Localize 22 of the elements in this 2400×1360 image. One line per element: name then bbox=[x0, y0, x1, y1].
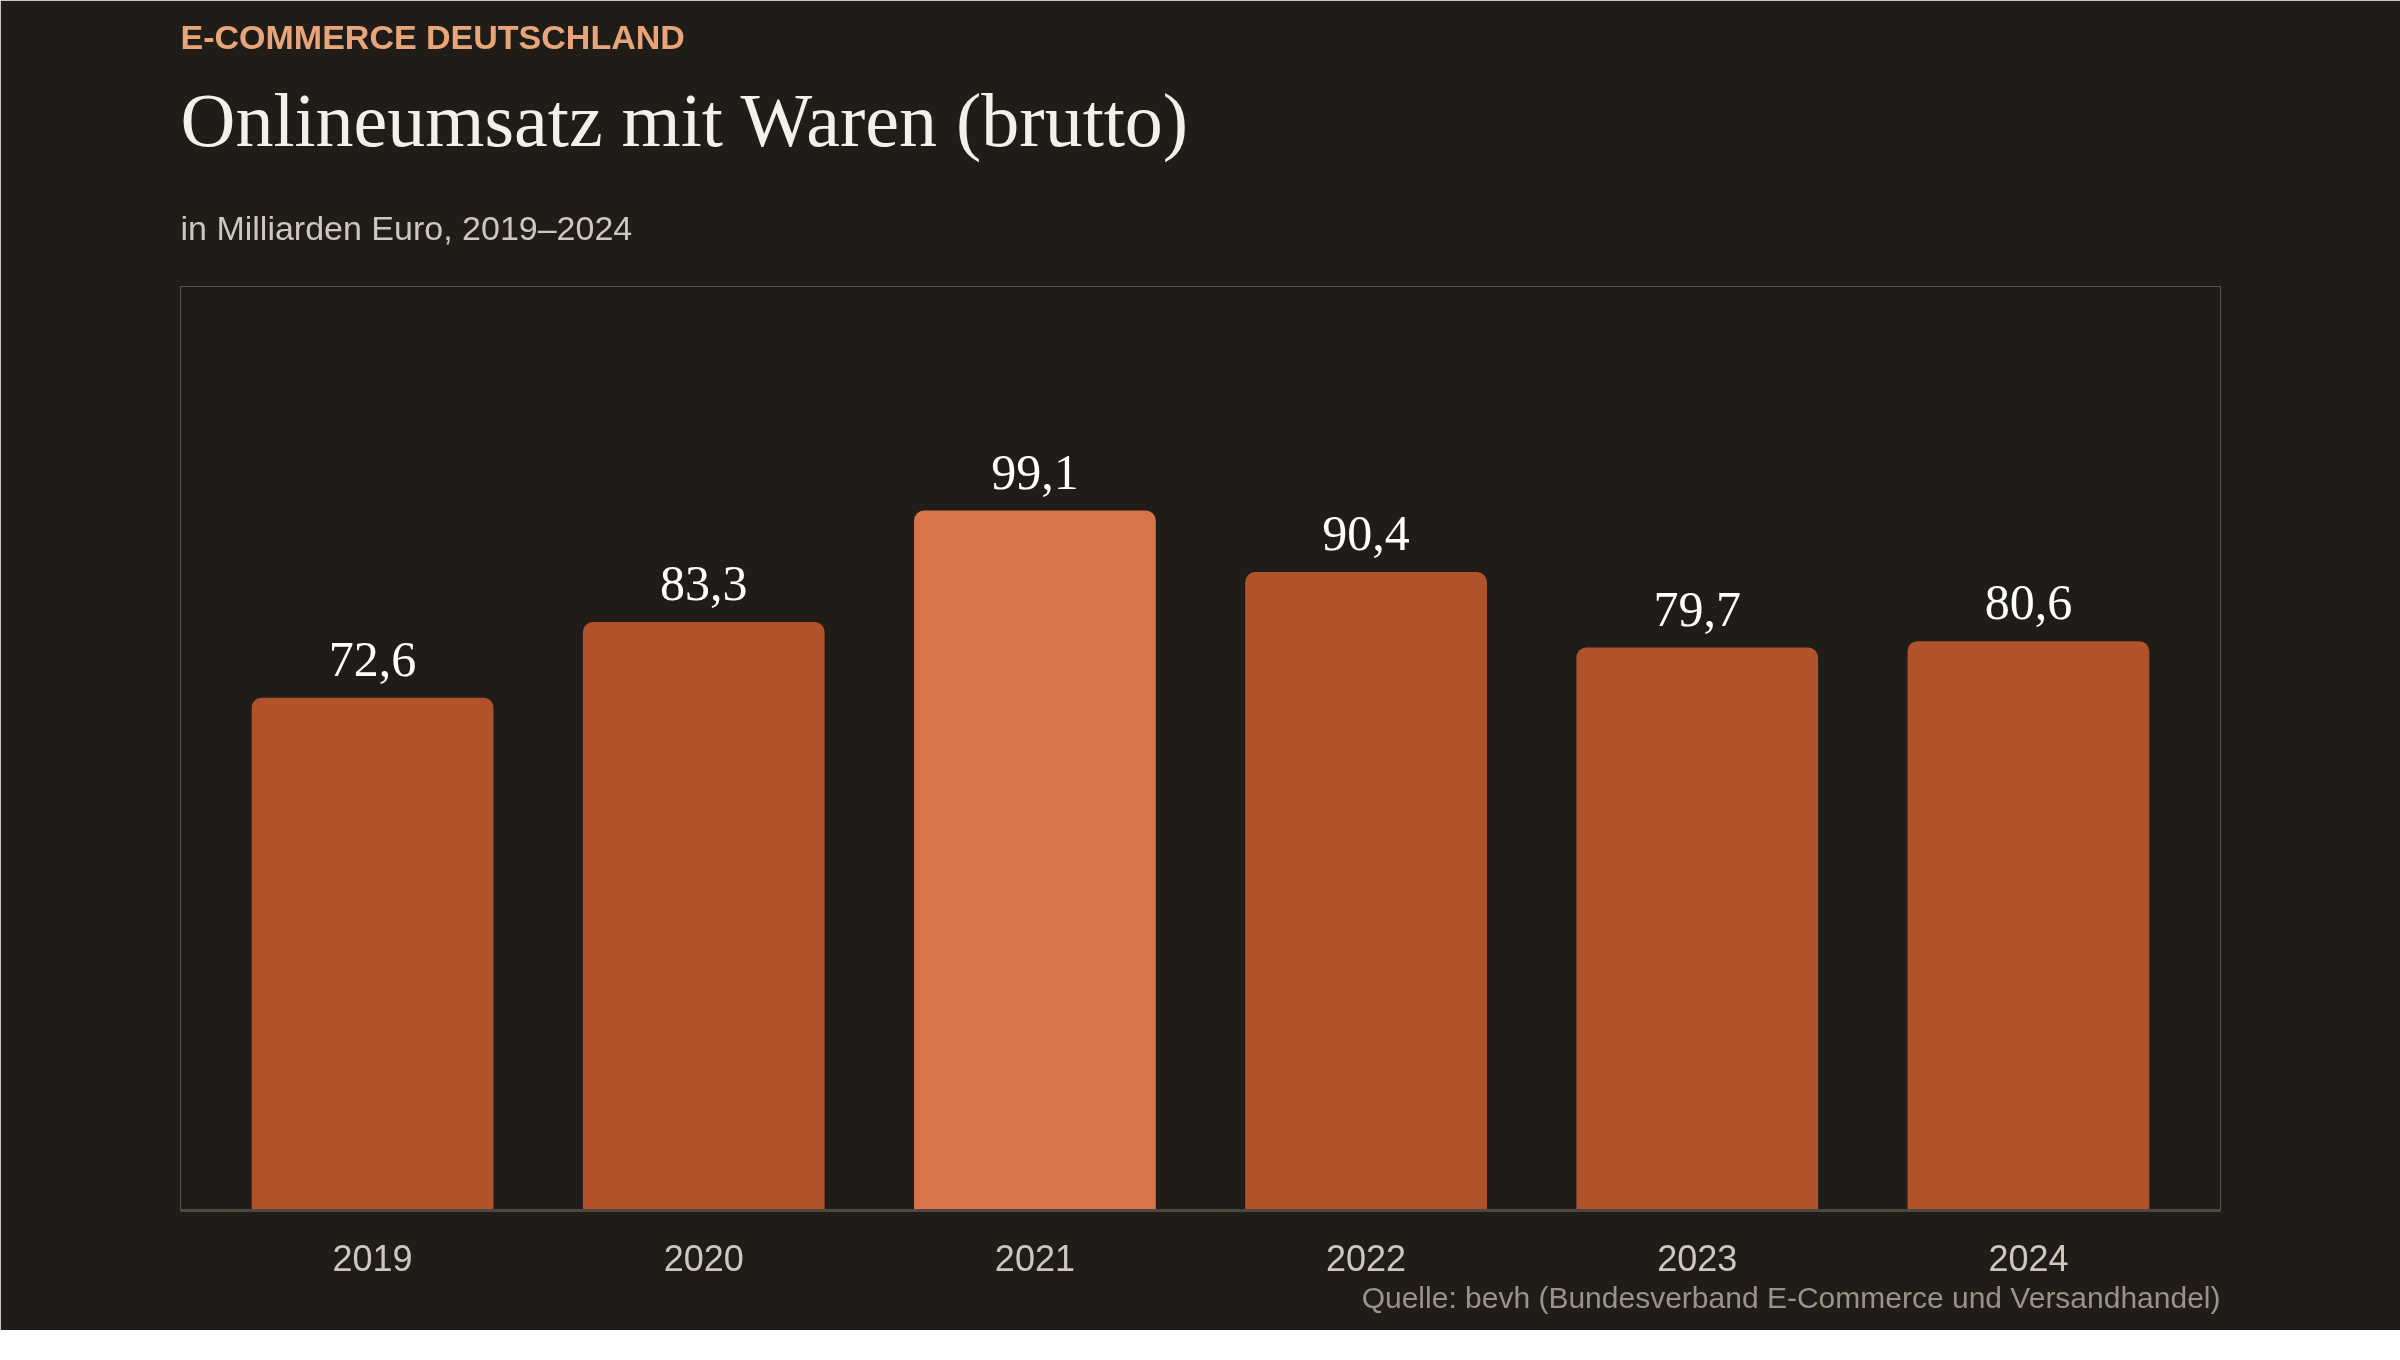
bar bbox=[1907, 641, 2150, 1211]
x-tick-label: 2023 bbox=[1657, 1237, 1738, 1279]
text: E-COMMERCE DEUTSCHLAND bbox=[180, 17, 685, 56]
chart-title: Onlineumsatz mit Waren (brutto) bbox=[180, 77, 1189, 163]
bar bbox=[914, 510, 1156, 1211]
bar bbox=[1245, 571, 1487, 1211]
data-label: 79,7 bbox=[1653, 580, 1741, 637]
bar bbox=[582, 622, 825, 1211]
data-label: 72,6 bbox=[328, 630, 417, 687]
x-tick-label: 2021 bbox=[994, 1237, 1075, 1279]
x-tick-label: 2022 bbox=[1326, 1237, 1407, 1279]
data-label: 80,6 bbox=[1984, 574, 2073, 631]
x-tick-label: 2020 bbox=[663, 1237, 744, 1279]
x-tick-label: 2024 bbox=[1988, 1237, 2069, 1279]
source-note: Quelle: bevh (Bundesverband E-Commerce und Versandhandel) bbox=[1361, 1280, 2221, 1314]
bar bbox=[1576, 647, 1819, 1211]
data-label: 99,1 bbox=[991, 443, 1079, 500]
data-label: 83,3 bbox=[660, 555, 748, 612]
data-label: 90,4 bbox=[1322, 504, 1410, 561]
chart-subtitle: in Milliarden Euro, 2019–2024 bbox=[180, 208, 633, 247]
bar bbox=[251, 697, 494, 1211]
x-tick-label: 2019 bbox=[332, 1237, 413, 1279]
